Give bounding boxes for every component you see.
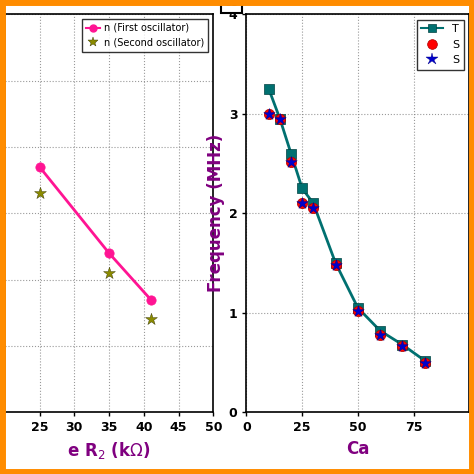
Point — [299, 185, 306, 192]
Point — [36, 163, 43, 171]
Point — [332, 259, 339, 267]
Point — [276, 115, 283, 123]
Point — [147, 296, 155, 303]
Point — [276, 115, 283, 123]
Point — [354, 307, 362, 315]
Point — [276, 115, 283, 123]
X-axis label: e R$_2$ (k$\Omega$): e R$_2$ (k$\Omega$) — [67, 440, 151, 461]
Point — [310, 205, 317, 212]
Point — [310, 205, 317, 212]
Point — [287, 150, 295, 157]
Point — [421, 359, 428, 366]
Legend: n (First oscillator), n (Second oscillator): n (First oscillator), n (Second oscillat… — [82, 19, 209, 52]
Point — [376, 331, 384, 338]
Point — [376, 327, 384, 335]
Point — [299, 200, 306, 207]
Point — [354, 304, 362, 312]
Point — [399, 342, 406, 349]
Text: b: b — [224, 0, 239, 10]
Point — [421, 357, 428, 365]
Point — [332, 261, 339, 269]
Legend: T, S, S: T, S, S — [417, 20, 464, 70]
Point — [265, 85, 273, 93]
Point — [376, 331, 384, 338]
Point — [287, 158, 295, 165]
Point — [287, 158, 295, 165]
Point — [299, 200, 306, 207]
Point — [421, 359, 428, 366]
Point — [310, 200, 317, 207]
Point — [265, 110, 273, 118]
Point — [399, 342, 406, 349]
Point — [105, 249, 113, 257]
Point — [147, 316, 155, 323]
Y-axis label: Frequency (MHz): Frequency (MHz) — [207, 134, 225, 292]
Point — [265, 110, 273, 118]
Point — [36, 190, 43, 197]
Point — [332, 261, 339, 269]
Point — [354, 307, 362, 315]
X-axis label: Ca: Ca — [346, 440, 370, 458]
Point — [399, 341, 406, 348]
Point — [105, 269, 113, 277]
